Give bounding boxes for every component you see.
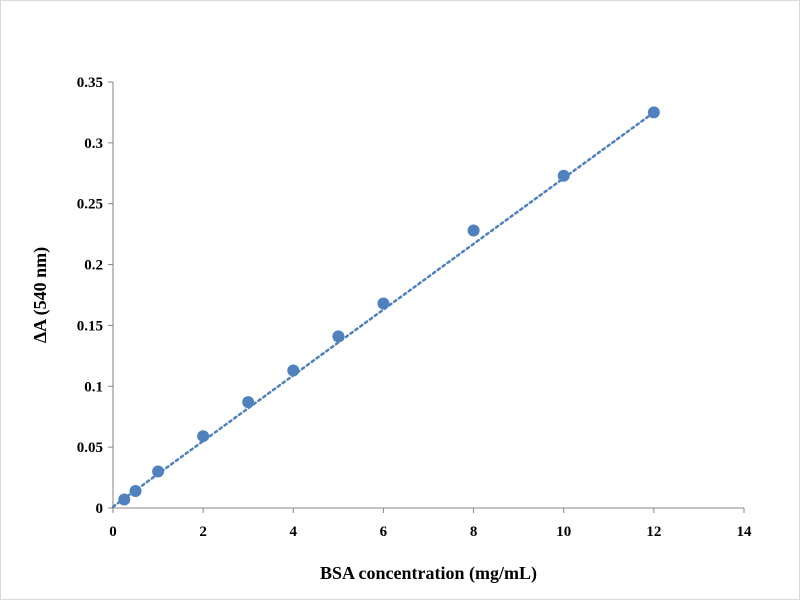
y-tick-label: 0.2 bbox=[84, 258, 103, 274]
x-tick-label: 6 bbox=[380, 524, 388, 540]
data-point bbox=[197, 430, 210, 443]
data-point bbox=[242, 396, 255, 409]
data-point bbox=[467, 224, 480, 237]
y-tick-label: 0 bbox=[96, 501, 104, 517]
y-tick-label: 0.35 bbox=[77, 75, 103, 91]
data-point bbox=[152, 465, 165, 478]
data-points bbox=[118, 106, 660, 506]
x-tick-label: 4 bbox=[290, 524, 298, 540]
data-point bbox=[332, 330, 345, 343]
x-axis-ticks: 0 2 4 6 8 10 12 14 bbox=[109, 508, 752, 540]
x-tick-label: 0 bbox=[109, 524, 117, 540]
x-tick-label: 10 bbox=[556, 524, 571, 540]
y-tick-label: 0.1 bbox=[84, 379, 103, 395]
axes bbox=[112, 82, 744, 509]
x-tick-label: 14 bbox=[737, 524, 753, 540]
data-point bbox=[557, 169, 570, 182]
x-axis-title: BSA concentration (mg/mL) bbox=[320, 563, 537, 584]
data-point bbox=[118, 493, 131, 506]
data-point bbox=[377, 297, 390, 310]
y-axis-title: ΔA (540 nm) bbox=[30, 247, 51, 343]
y-axis-ticks: 0 0.05 0.1 0.15 0.2 0.25 0.3 0.35 bbox=[77, 75, 113, 517]
x-tick-label: 12 bbox=[646, 524, 661, 540]
y-tick-label: 0.25 bbox=[77, 197, 103, 213]
y-tick-label: 0.15 bbox=[77, 318, 103, 334]
y-tick-label: 0.3 bbox=[84, 136, 103, 152]
x-tick-label: 8 bbox=[470, 524, 478, 540]
x-tick-label: 2 bbox=[199, 524, 207, 540]
data-point bbox=[129, 484, 142, 497]
data-point bbox=[647, 106, 660, 119]
data-point bbox=[287, 364, 300, 377]
y-tick-label: 0.05 bbox=[77, 440, 103, 456]
linear-trendline bbox=[111, 111, 656, 509]
